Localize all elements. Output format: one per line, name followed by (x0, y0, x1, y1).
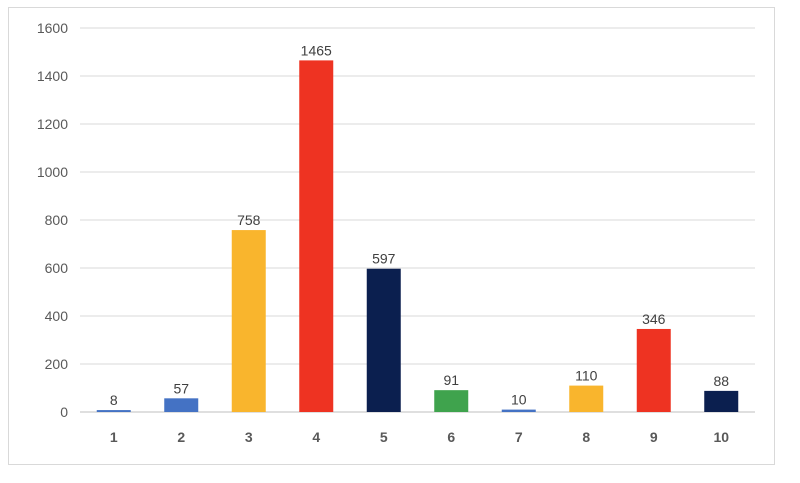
y-tick-label: 600 (45, 260, 69, 276)
x-tick-label: 6 (447, 429, 455, 445)
x-tick-label: 3 (245, 429, 253, 445)
y-tick-label: 1200 (37, 116, 68, 132)
y-tick-label: 400 (45, 308, 69, 324)
bar-9 (636, 328, 671, 412)
bar-8 (569, 385, 604, 412)
bar-2 (164, 398, 199, 412)
data-label-8: 110 (575, 368, 598, 384)
data-label-9: 346 (642, 311, 666, 327)
x-tick-label: 7 (515, 429, 523, 445)
data-label-1: 8 (110, 392, 118, 408)
x-tick-label: 5 (380, 429, 388, 445)
y-tick-label: 800 (45, 212, 69, 228)
x-tick-label: 8 (582, 429, 590, 445)
bar-3 (231, 230, 266, 412)
data-label-6: 91 (443, 372, 459, 388)
x-tick-label: 1 (110, 429, 118, 445)
x-tick-label: 2 (177, 429, 185, 445)
bar-6 (434, 390, 469, 412)
y-tick-label: 0 (60, 404, 68, 420)
y-tick-label: 1600 (37, 20, 68, 36)
data-label-7: 10 (511, 392, 527, 408)
bar-10 (704, 390, 739, 412)
x-tick-label: 9 (650, 429, 658, 445)
x-tick-label: 10 (713, 429, 729, 445)
data-label-10: 88 (713, 373, 729, 389)
y-axis: 0 200 400 600 800 1000 1200 1400 1600 (37, 20, 68, 420)
y-tick-label: 200 (45, 356, 69, 372)
y-tick-label: 1000 (37, 164, 68, 180)
y-tick-label: 1400 (37, 68, 68, 84)
data-label-5: 597 (372, 251, 396, 267)
bar-1 (96, 410, 131, 412)
bar-7 (501, 409, 536, 412)
bar-5 (366, 268, 401, 412)
data-label-3: 758 (237, 212, 261, 228)
data-label-4: 1465 (301, 42, 332, 58)
x-axis: 1 2 3 4 5 6 7 8 9 10 (110, 429, 729, 445)
data-label-2: 57 (173, 380, 189, 396)
data-labels: 8 57 758 1465 597 91 10 110 346 88 (110, 42, 729, 408)
bar-4 (299, 60, 334, 413)
x-tick-label: 4 (312, 429, 320, 445)
bars (96, 60, 739, 413)
